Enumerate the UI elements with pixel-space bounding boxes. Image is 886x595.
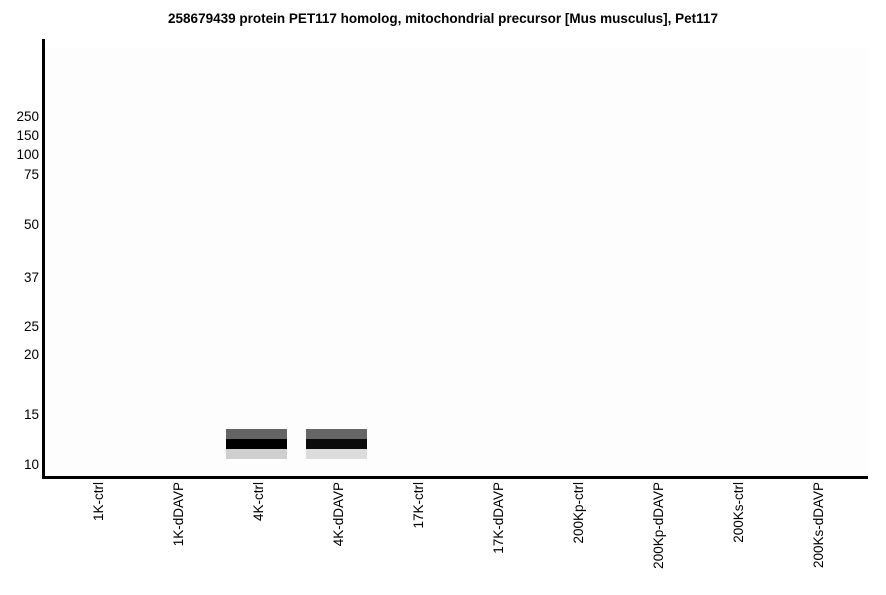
- y-tick-label: 25: [23, 319, 39, 334]
- y-tick-label: 250: [16, 109, 39, 124]
- y-tick-label: 50: [23, 217, 39, 232]
- x-lane-label: 200Kp-dDAVP: [651, 482, 666, 569]
- figure-title: 258679439 protein PET117 homolog, mitoch…: [168, 11, 718, 26]
- band-strip: [306, 429, 367, 439]
- x-lane-label: 1K-dDAVP: [171, 482, 186, 547]
- y-tick-label: 15: [23, 407, 39, 422]
- plot-background: [45, 48, 868, 476]
- y-axis-line: [42, 39, 45, 479]
- x-lane-label: 4K-ctrl: [251, 482, 266, 522]
- y-tick-label: 100: [16, 147, 39, 162]
- band-strip: [306, 449, 367, 459]
- x-lane-label: 200Ks-ctrl: [731, 482, 746, 543]
- band-strip: [226, 449, 287, 459]
- x-lane-label: 1K-ctrl: [91, 482, 106, 522]
- band-strip: [226, 429, 287, 439]
- x-lane-label: 4K-dDAVP: [331, 482, 346, 547]
- x-axis-line: [42, 476, 868, 479]
- protein-band: [226, 429, 287, 459]
- y-tick-label: 75: [23, 167, 39, 182]
- protein-band: [306, 429, 367, 459]
- band-strip: [226, 439, 287, 449]
- y-tick-label: 37: [23, 270, 39, 285]
- band-strip: [306, 439, 367, 449]
- y-tick-label: 10: [23, 457, 39, 472]
- x-lane-label: 17K-dDAVP: [491, 482, 506, 554]
- y-tick-label: 20: [23, 347, 39, 362]
- x-lane-label: 200Ks-dDAVP: [811, 482, 826, 569]
- y-tick-label: 150: [16, 128, 39, 143]
- x-lane-label: 200Kp-ctrl: [571, 482, 586, 544]
- x-lane-label: 17K-ctrl: [411, 482, 426, 529]
